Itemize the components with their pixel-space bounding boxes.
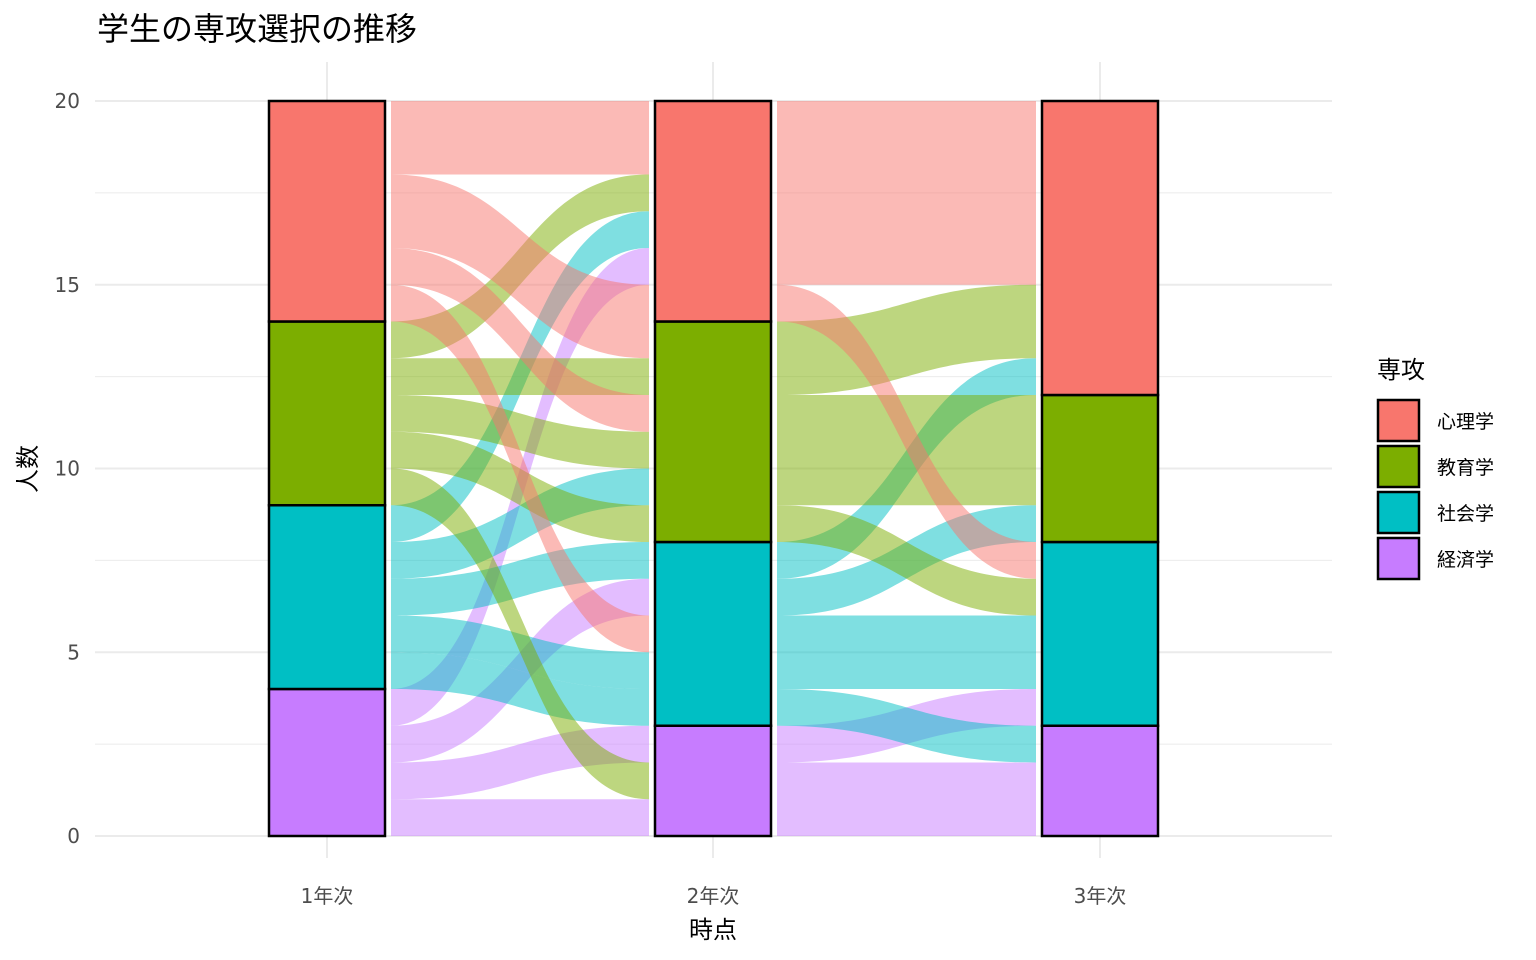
flow-心理学: [777, 101, 1036, 285]
stratum-教育学: [267, 320, 387, 507]
legend-label: 心理学: [1437, 411, 1494, 433]
flow-心理学: [391, 101, 649, 175]
legend-label: 経済学: [1437, 549, 1494, 571]
y-tick-label: 0: [67, 824, 80, 848]
x-tick-label: 3年次: [1074, 884, 1127, 908]
flow-経済学: [777, 762, 1036, 836]
flow-心理学: [391, 174, 649, 359]
stratum-心理学: [1040, 99, 1160, 397]
stratum-心理学: [653, 99, 773, 323]
legend-key-教育学: [1376, 444, 1421, 489]
stratum-経済学: [267, 687, 387, 838]
stratum-経済学: [1040, 724, 1160, 838]
flow-社会学: [391, 468, 649, 579]
y-tick-label: 5: [67, 640, 80, 664]
y-tick-labels: 0 5 10 15 20: [55, 89, 80, 848]
y-tick-label: 20: [55, 89, 80, 113]
legend-key-心理学: [1376, 398, 1421, 443]
flow-社会学: [777, 615, 1036, 689]
x-tick-label: 1年次: [301, 884, 354, 908]
stratum-教育学: [653, 320, 773, 544]
flow-心理学: [777, 284, 1036, 579]
y-tick-label: 10: [55, 457, 80, 481]
legend-key-経済学: [1376, 536, 1421, 581]
stratum-社会学: [653, 540, 773, 727]
x-tick-labels: 1年次 2年次 3年次: [301, 884, 1127, 908]
legend-key-社会学: [1376, 490, 1421, 535]
strata-bars: [267, 99, 1160, 838]
alluvium-flows: [391, 101, 1036, 836]
chart-title: 学生の専攻選択の推移: [97, 10, 417, 48]
flow-経済学: [391, 799, 649, 836]
y-tick-label: 15: [55, 273, 80, 297]
stratum-経済学: [653, 724, 773, 838]
flow-教育学: [777, 505, 1036, 616]
stratum-社会学: [1040, 540, 1160, 727]
legend-label: 社会学: [1437, 503, 1494, 525]
flow-教育学: [391, 395, 649, 469]
stratum-心理学: [267, 99, 387, 323]
flow-社会学: [777, 689, 1036, 763]
flow-教育学: [391, 468, 649, 800]
stratum-教育学: [1040, 393, 1160, 544]
flow-社会学: [391, 542, 649, 616]
flow-心理学: [391, 284, 649, 653]
legend-title: 専攻: [1377, 356, 1425, 384]
y-axis-title: 人数: [14, 445, 42, 493]
flow-社会学: [391, 652, 649, 726]
flow-心理学: [391, 248, 649, 432]
x-axis-title: 時点: [689, 916, 737, 944]
stratum-社会学: [267, 504, 387, 691]
legend-label: 教育学: [1437, 457, 1494, 479]
x-tick-label: 2年次: [687, 884, 740, 908]
flow-教育学: [391, 358, 649, 395]
flow-教育学: [777, 284, 1036, 395]
